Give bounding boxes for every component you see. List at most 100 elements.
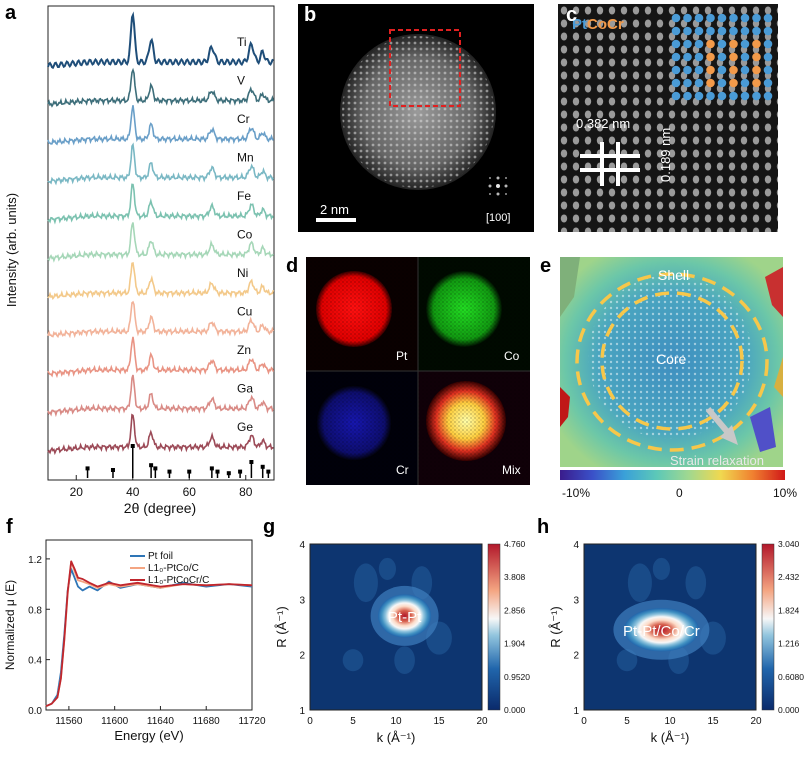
wt-xtick: 15	[433, 716, 445, 727]
d-spacing-2: 0.189 nm	[658, 127, 673, 182]
atom-marker	[683, 52, 692, 62]
xrd-trace-ge	[47, 413, 274, 456]
wt-colorbar-tick: 1.824	[778, 605, 800, 615]
xrd-label-fe: Fe	[237, 189, 251, 203]
legend-label: Pt foil	[148, 551, 173, 562]
xanes-xtick: 11560	[55, 716, 83, 727]
xanes-ticks: 11560 11600 11640 11680 11720 0.0 0.4 0.8 1.2	[28, 555, 266, 727]
atom-marker	[752, 39, 761, 49]
wt-contour-lobe	[685, 566, 707, 600]
atom-marker	[740, 26, 750, 36]
atom-marker	[706, 13, 715, 23]
wt-colorbar-tick: 2.856	[504, 605, 526, 615]
xrd-xticks: 20 40 60 80	[70, 475, 253, 499]
xanes-xtick: 11680	[193, 716, 221, 727]
wt-contour-lobe	[616, 649, 638, 672]
eds-label-cr: Cr	[396, 463, 409, 477]
panel-label-c: c	[566, 4, 578, 26]
xrd-ref-marker	[215, 469, 220, 474]
haadf-image: 2 nm [100]	[298, 4, 534, 232]
wt-colorbar-tick: 0.000	[778, 705, 800, 715]
wt-annotation: Pt-Pt	[388, 609, 422, 626]
atom-marker	[740, 13, 750, 23]
wt-colorbar-tick: 0.000	[504, 705, 526, 715]
xrd-tick-label: 60	[183, 485, 197, 499]
wt-contour-lobe	[652, 557, 670, 580]
atom-marker	[694, 91, 704, 101]
xrd-trace-v	[47, 67, 275, 108]
wt-xtick: 0	[307, 716, 313, 727]
panel-label-h: h	[537, 516, 550, 538]
atom-marker	[683, 91, 692, 101]
xrd-label-cr: Cr	[237, 112, 250, 126]
xanes-ytick: 0.0	[28, 706, 42, 717]
atom-marker	[717, 65, 727, 75]
legend-pt: Pt	[572, 16, 587, 33]
wt-frame	[309, 543, 483, 711]
xanes-xtick: 11720	[238, 716, 266, 727]
wt-xtick: 10	[664, 716, 676, 727]
xrd-ref-marker	[260, 464, 265, 469]
atom-marker	[752, 26, 761, 36]
panel-label-a: a	[5, 2, 17, 24]
xrd-label-mn: Mn	[237, 151, 254, 165]
core-label: Core	[656, 351, 687, 367]
eds-label-pt: Pt	[396, 349, 408, 363]
atom-marker	[683, 13, 692, 23]
wt-chart-h: Pt-Pt/Co/Cr 0 5 10 15 20 1 2 3 4 k (Å⁻¹) R (Å⁻¹) 3.0…	[548, 539, 804, 745]
atom-marker	[729, 13, 738, 23]
xrd-ref-marker	[167, 469, 172, 474]
element-legend: PtCoCr	[572, 16, 624, 33]
core-boundary	[600, 291, 744, 431]
d-spacing-1: 0.382 nm	[576, 116, 631, 131]
wt-colorbar	[487, 543, 501, 711]
eds-label-co: Co	[504, 349, 520, 363]
atom-marker	[717, 13, 727, 23]
atom-marker	[752, 13, 761, 23]
atomic-resolution-image: 0.382 nm 0.189 nm PtCoCr	[558, 4, 778, 232]
atom-marker	[706, 78, 715, 88]
xrd-tick-label: 80	[239, 485, 253, 499]
panel-label-b: b	[304, 4, 317, 26]
wt-ytick: 1	[299, 706, 305, 717]
atom-marker	[752, 52, 761, 62]
wt-ytick: 2	[573, 651, 579, 662]
wt-ytick: 1	[573, 706, 579, 717]
atom-marker	[671, 78, 681, 88]
atom-marker	[694, 78, 704, 88]
xrd-ref-marker	[130, 444, 135, 448]
wt-ytick: 3	[299, 595, 305, 606]
atom-marker	[706, 39, 715, 49]
strain-map: Shell Core Strain relaxation	[560, 257, 783, 467]
lattice-texture	[342, 36, 494, 188]
wt-colorbar-tick: 3.040	[778, 539, 800, 549]
atom-marker	[729, 39, 738, 49]
wt-xtick: 0	[581, 716, 587, 727]
atom-marker	[729, 26, 738, 36]
strain-tick-neg: -10%	[562, 486, 591, 500]
scale-bar	[316, 218, 356, 222]
atom-marker	[671, 26, 681, 36]
legend-co: Co	[587, 16, 607, 33]
d-spacing-marker	[580, 142, 640, 186]
atom-overlay	[671, 13, 773, 101]
atom-marker	[763, 91, 773, 101]
atom-marker	[683, 39, 692, 49]
xrd-label-ni: Ni	[237, 266, 248, 280]
legend-cr: Cr	[607, 16, 624, 33]
eds-label-mix: Mix	[502, 463, 521, 477]
xrd-label-co: Co	[237, 228, 253, 242]
atom-marker	[763, 39, 773, 49]
xanes-xlabel: Energy (eV)	[114, 728, 183, 743]
xanes-xtick: 11640	[147, 716, 175, 727]
xrd-label-cu: Cu	[237, 305, 252, 319]
xanes-ylabel: Normalized μ (E)	[3, 580, 17, 670]
atom-marker	[752, 78, 761, 88]
wt-xtick: 15	[707, 716, 719, 727]
atom-marker	[729, 91, 738, 101]
wt-xtick: 5	[624, 716, 630, 727]
xrd-trace-fe	[47, 183, 274, 225]
wt-colorbar-tick: 1.216	[778, 639, 800, 649]
legend-label: L1₀-PtCoCr/C	[148, 575, 209, 586]
atom-marker	[694, 26, 704, 36]
